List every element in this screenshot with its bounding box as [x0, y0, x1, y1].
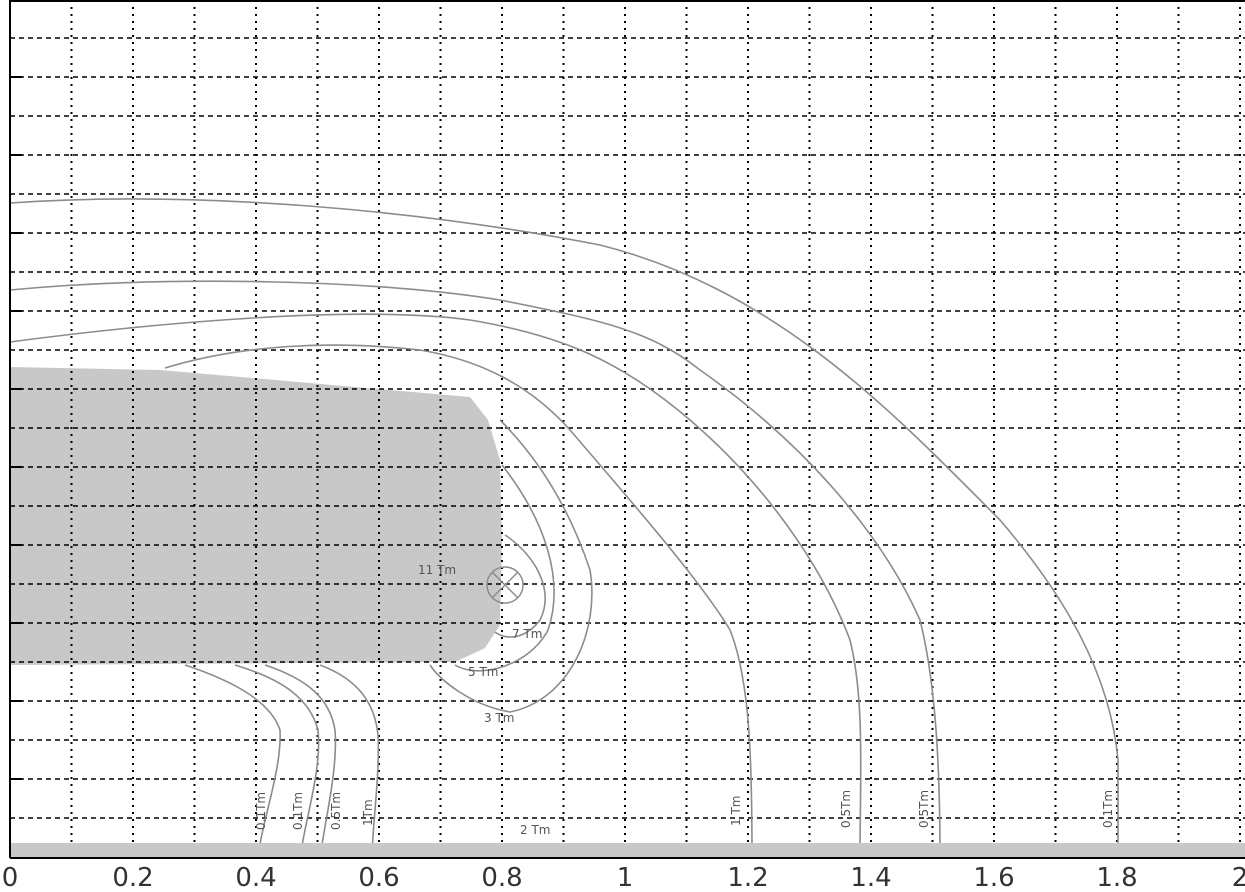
- contour-label: 1Tm: [361, 799, 375, 826]
- contour-label: 0.1Tm: [1101, 790, 1115, 828]
- contour-label: 0.1Tm: [291, 792, 305, 830]
- contour-labels: 11 Tm 7 Tm 5 Tm 3 Tm 2 Tm 0.1Tm 0.1Tm 0.…: [254, 563, 1115, 837]
- contour-label: 0.5Tm: [917, 790, 931, 828]
- grid-horizontal: [10, 37, 1245, 819]
- x-tick-label: 1.4: [850, 863, 891, 892]
- contour-label: 0.1Tm: [254, 792, 268, 830]
- contour-label: 2 Tm: [520, 823, 550, 837]
- contour-line: [454, 464, 555, 672]
- x-tick-label: 0.8: [481, 863, 522, 892]
- contour-line: [429, 419, 593, 713]
- x-tick-label: 0.2: [112, 863, 153, 892]
- x-tick-label: 2: [1232, 863, 1245, 892]
- contour-line: [164, 344, 753, 859]
- bottom-strip: [10, 843, 1245, 858]
- contour-line: [319, 664, 380, 859]
- contour-label: 11 Tm: [418, 563, 456, 577]
- x-tick-label: 1.2: [727, 863, 768, 892]
- contour-line: [9, 280, 941, 859]
- x-tick-label: 0.6: [358, 863, 399, 892]
- contour-label: 0.5Tm: [839, 790, 853, 828]
- contour-line: [9, 313, 862, 859]
- contour-line: [184, 664, 281, 859]
- contour-line: [494, 534, 546, 638]
- grid-vertical: [70, 0, 1241, 858]
- contour-label: 5 Tm: [468, 665, 498, 679]
- contour-lines: [9, 198, 1119, 859]
- contour-line: [9, 198, 1119, 858]
- contour-label: 1 Tm: [729, 796, 743, 826]
- x-tick-label: 0: [2, 863, 19, 892]
- x-tick-labels: 0 0.2 0.4 0.6 0.8 1 1.2 1.4 1.6 1.8 2: [2, 863, 1245, 892]
- contour-line: [264, 664, 337, 859]
- shaded-region: [10, 367, 502, 665]
- x-tick-label: 1.8: [1096, 863, 1137, 892]
- x-tick-label: 1: [617, 863, 634, 892]
- contour-label: 7 Tm: [512, 627, 542, 641]
- contour-label: 0.5Tm: [329, 792, 343, 830]
- contour-line: [234, 664, 320, 859]
- x-tick-label: 0.4: [235, 863, 276, 892]
- contour-label: 3 Tm: [484, 711, 514, 725]
- center-marker: [486, 566, 524, 604]
- x-tick-label: 1.6: [973, 863, 1014, 892]
- y-tick-marks: [10, 76, 22, 780]
